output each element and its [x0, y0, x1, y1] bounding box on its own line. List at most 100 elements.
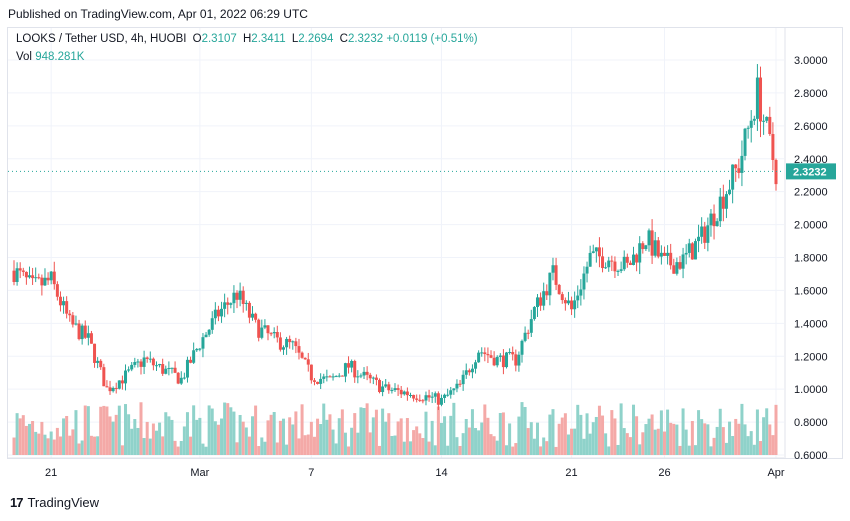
candle-body — [247, 302, 251, 318]
candle-body — [669, 252, 673, 266]
candlesticks — [12, 64, 778, 411]
volume-bar — [99, 406, 103, 455]
candle-body — [610, 260, 614, 262]
volume-bar — [244, 427, 248, 455]
volume-bar — [579, 414, 583, 455]
time-tick-label: 21 — [565, 467, 577, 479]
volume-bar — [625, 433, 629, 455]
chart-grid — [8, 28, 784, 458]
volume-bar — [548, 414, 552, 455]
price-tick-label: 1.4000 — [794, 318, 828, 330]
volume-bar — [362, 407, 366, 455]
volume-bar — [353, 413, 357, 455]
last-price-badge — [786, 163, 836, 180]
candle-body — [752, 118, 756, 121]
candle-body — [127, 369, 131, 371]
volume-bar — [529, 422, 533, 455]
candle-body — [455, 383, 459, 389]
candle-body — [350, 361, 354, 368]
volume-bar — [381, 408, 385, 455]
candle-body — [535, 297, 539, 308]
volume-bar — [461, 433, 465, 455]
candle-body — [173, 367, 177, 373]
volume-bar — [563, 413, 567, 455]
volume-bar — [439, 422, 443, 455]
volume-bar — [120, 445, 124, 455]
candle-body — [731, 164, 735, 190]
volume-bar — [678, 445, 682, 455]
volume-bar — [124, 404, 128, 455]
volume-bar — [340, 409, 344, 455]
candle-body — [176, 372, 180, 384]
candle-body — [266, 325, 270, 334]
candle-body — [399, 389, 403, 395]
candle-body — [675, 262, 679, 274]
volume-bar — [470, 409, 474, 455]
volume-bar — [102, 405, 106, 455]
volume-bar — [421, 438, 425, 455]
volume-bar — [189, 436, 193, 455]
candle-body — [170, 367, 174, 369]
candle-body — [774, 159, 778, 185]
candle-body — [99, 360, 103, 368]
volume-bar — [105, 406, 109, 455]
candle-body — [449, 390, 453, 395]
candle-body — [588, 252, 592, 267]
candle-body — [644, 245, 648, 250]
candle-body — [154, 365, 158, 367]
volume-bar — [170, 419, 174, 455]
tradingview-brand[interactable]: 17 TradingView — [10, 495, 99, 510]
volume-bar — [514, 443, 518, 455]
candle-body — [489, 355, 493, 358]
volume-bar — [40, 421, 44, 455]
price-tick-label: 2.4000 — [794, 154, 828, 166]
candle-body — [93, 343, 97, 363]
candle-body — [337, 375, 341, 377]
volume-bar — [622, 428, 626, 455]
volume-bar — [365, 403, 369, 455]
candle-body — [83, 325, 87, 338]
volume-bar — [573, 428, 577, 455]
candle-body — [226, 302, 230, 305]
volume-bar — [501, 412, 505, 455]
price-tick-label: 2.8000 — [794, 88, 828, 100]
volume-bar — [588, 433, 592, 455]
candle-body — [740, 155, 744, 173]
volume-bar — [731, 436, 735, 455]
volume-bar — [390, 435, 394, 455]
candle-body — [185, 359, 189, 378]
candle-body — [690, 243, 694, 260]
time-tick-label: 26 — [658, 467, 670, 479]
candle-body — [89, 333, 93, 344]
volume-bar — [687, 445, 691, 455]
volume-bar — [300, 404, 304, 455]
candle-body — [216, 309, 220, 317]
candle-body — [523, 332, 527, 341]
volume-bar — [74, 410, 78, 455]
volume-bar — [492, 436, 496, 455]
candle-body — [281, 347, 285, 350]
candle-body — [254, 313, 258, 320]
candle-body — [12, 270, 16, 282]
candle-body — [632, 254, 636, 265]
volume-bar — [331, 429, 335, 455]
volume-bar — [653, 429, 657, 455]
candle-body — [505, 352, 509, 368]
candle-body — [548, 272, 552, 296]
volume-bar — [408, 441, 412, 455]
candle-body — [566, 300, 570, 304]
candle-body — [37, 277, 41, 279]
candle-body — [229, 303, 233, 305]
volume-bar — [464, 418, 468, 455]
change-value: +0.0119 (+0.51%) — [386, 33, 478, 45]
candle-body — [111, 387, 115, 392]
candle-body — [18, 268, 22, 271]
candle-body — [662, 252, 666, 256]
candle-body — [433, 393, 437, 397]
candle-body — [269, 333, 273, 335]
candle-body — [743, 128, 747, 156]
candle-body — [27, 275, 31, 278]
candle-body — [319, 378, 323, 384]
candle-body — [198, 348, 202, 350]
